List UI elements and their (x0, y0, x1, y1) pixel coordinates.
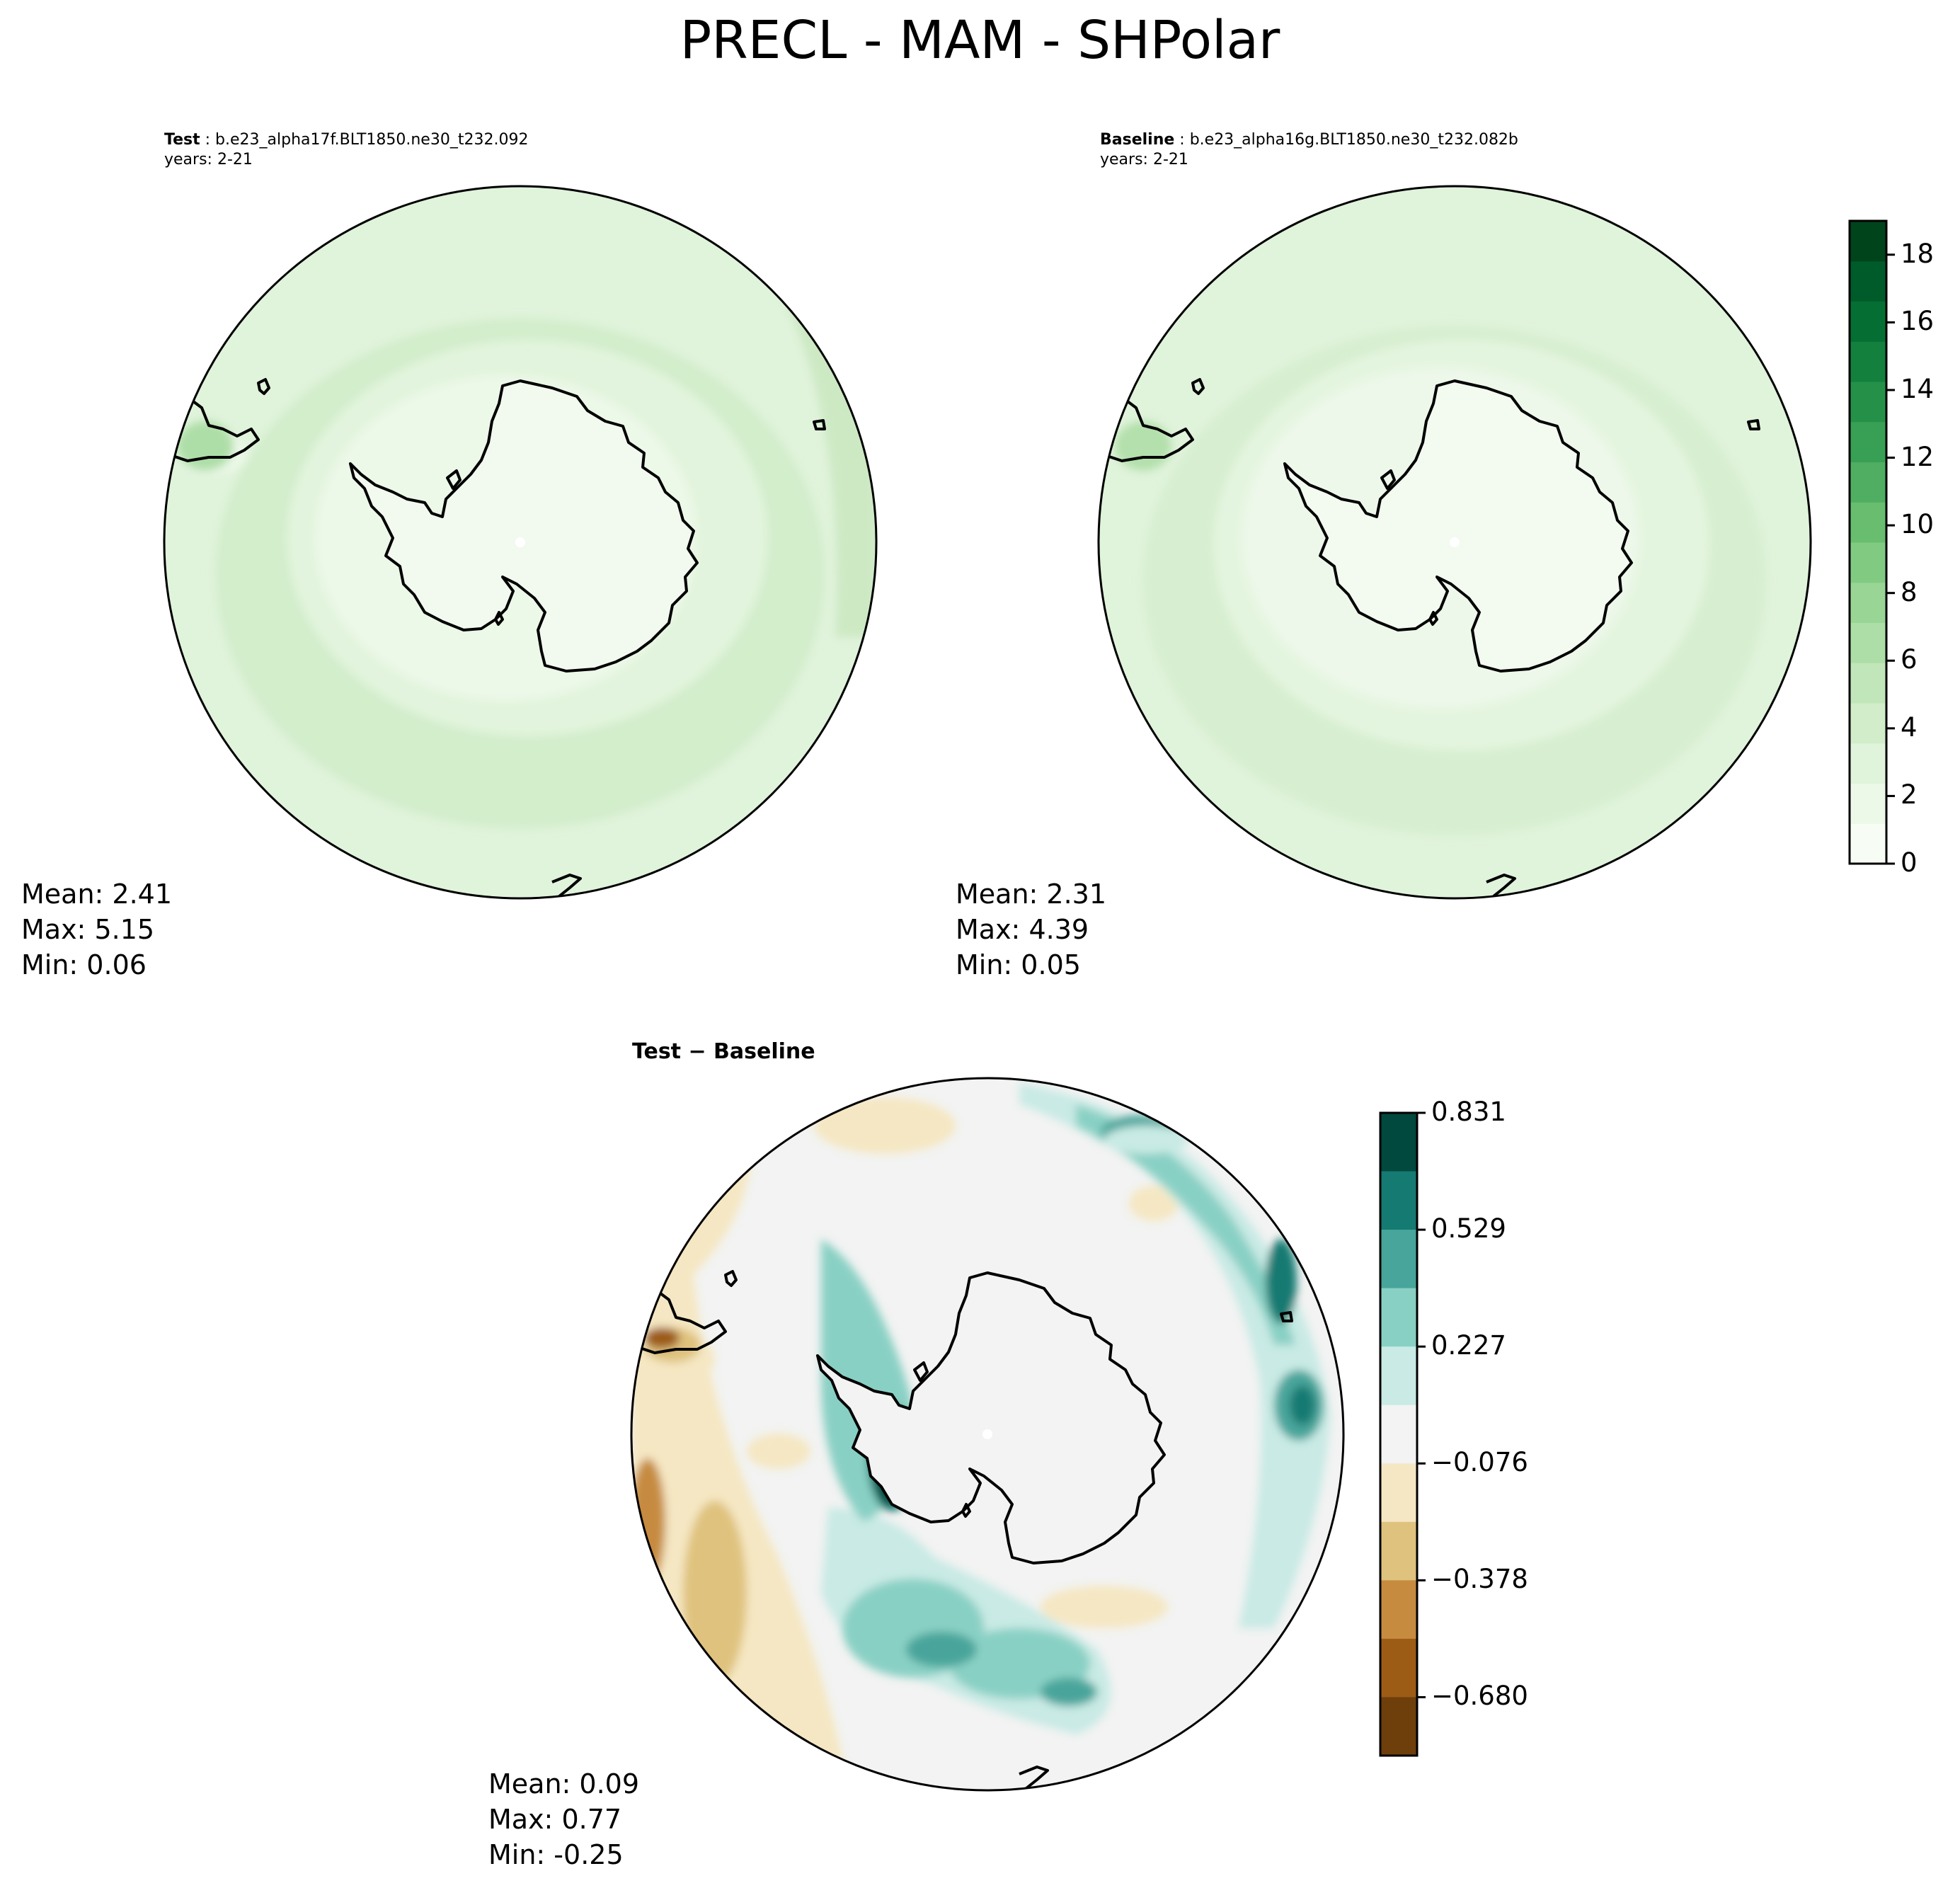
test-map (163, 185, 878, 900)
baseline-label-name: : b.e23_alpha16g.BLT1850.ne30_t232.082b (1174, 131, 1518, 149)
difference-colorbar-tick-label: −0.076 (1431, 1447, 1528, 1478)
difference-colorbar-tick-label: −0.378 (1431, 1564, 1528, 1595)
baseline-stats: Mean: 2.31 Max: 4.39 Min: 0.05 (956, 876, 1106, 983)
figure-title: PRECL - MAM - SHPolar (680, 10, 1280, 71)
baseline-min: Min: 0.05 (956, 949, 1081, 980)
precip-colorbar-tick-label: 0 (1901, 847, 1918, 878)
precip-colorbar-tick-label: 10 (1901, 509, 1935, 540)
difference-colorbar-tick-label: 0.831 (1431, 1097, 1506, 1127)
precip-colorbar-segment (1850, 421, 1886, 462)
precip-colorbar-segment (1850, 582, 1886, 623)
test-case-label: Test : b.e23_alpha17f.BLT1850.ne30_t232.… (164, 130, 528, 170)
test-min: Min: 0.06 (21, 949, 147, 980)
difference-colorbar-segment (1380, 1521, 1417, 1581)
precip-colorbar-tick-label: 16 (1901, 306, 1935, 337)
precip-colorbar-tick-label: 18 (1901, 238, 1935, 269)
baseline-label-bold: Baseline (1100, 131, 1175, 149)
precip-colorbar-segment (1850, 261, 1886, 302)
difference-colorbar-segment (1380, 1580, 1417, 1640)
difference-colorbar-segment (1380, 1463, 1417, 1523)
difference-colorbar-segment (1380, 1638, 1417, 1698)
baseline-case-label: Baseline : b.e23_alpha16g.BLT1850.ne30_t… (1100, 130, 1518, 170)
precip-colorbar-segment (1850, 622, 1886, 663)
difference-colorbar (1379, 1111, 1426, 1757)
precip-colorbar-tick-label: 2 (1901, 779, 1918, 811)
difference-mean: Mean: 0.09 (488, 1768, 640, 1800)
precip-colorbar-segment (1850, 663, 1886, 704)
test-label-years: years: 2-21 (164, 151, 253, 168)
precip-colorbar-segment (1850, 502, 1886, 543)
test-label-bold: Test (164, 131, 200, 149)
baseline-max: Max: 4.39 (956, 914, 1089, 945)
precip-colorbar-tick-label: 8 (1901, 576, 1918, 607)
difference-colorbar-segment (1380, 1288, 1417, 1347)
test-stats: Mean: 2.41 Max: 5.15 Min: 0.06 (21, 876, 172, 983)
precip-colorbar-tick-label: 14 (1901, 373, 1935, 404)
precip-colorbar-segment (1850, 783, 1886, 824)
difference-colorbar-segment (1380, 1113, 1417, 1172)
precip-colorbar-segment (1850, 462, 1886, 503)
precip-colorbar-segment (1850, 221, 1886, 262)
difference-colorbar-tick-label: 0.227 (1431, 1330, 1506, 1361)
test-mean: Mean: 2.41 (21, 879, 173, 910)
difference-colorbar-tick-label: 0.529 (1431, 1213, 1506, 1245)
difference-colorbar-segment (1380, 1230, 1417, 1289)
precip-colorbar-tick-label: 12 (1901, 441, 1935, 472)
precip-colorbar-frame (1848, 219, 1888, 865)
baseline-label-years: years: 2-21 (1100, 151, 1188, 168)
difference-colorbar-segment (1380, 1171, 1417, 1230)
difference-map (630, 1077, 1345, 1792)
precip-colorbar-segment (1850, 743, 1886, 784)
difference-stats: Mean: 0.09 Max: 0.77 Min: -0.25 (488, 1766, 639, 1872)
precip-colorbar-segment (1850, 382, 1886, 423)
difference-max: Max: 0.77 (488, 1804, 622, 1835)
test-max: Max: 5.15 (21, 914, 155, 945)
difference-colorbar-segment (1380, 1404, 1417, 1464)
precip-colorbar-segment (1850, 341, 1886, 382)
test-label-name: : b.e23_alpha17f.BLT1850.ne30_t232.092 (200, 131, 529, 149)
precip-colorbar-tick-label: 4 (1901, 711, 1918, 743)
precip-colorbar-segment (1850, 823, 1886, 864)
precip-colorbar-segment (1850, 703, 1886, 744)
difference-colorbar-segment (1380, 1346, 1417, 1406)
difference-title: Test − Baseline (632, 1039, 815, 1064)
baseline-map (1097, 185, 1812, 900)
difference-colorbar-tick-label: −0.680 (1431, 1681, 1528, 1712)
precip-colorbar-segment (1850, 542, 1886, 583)
baseline-mean: Mean: 2.31 (956, 879, 1107, 910)
precip-colorbar-tick-label: 6 (1901, 644, 1918, 675)
precip-colorbar (1848, 219, 1895, 865)
difference-min: Min: -0.25 (488, 1839, 624, 1870)
precip-colorbar-segment (1850, 301, 1886, 342)
difference-colorbar-segment (1380, 1697, 1417, 1756)
difference-colorbar-frame (1379, 1111, 1419, 1757)
